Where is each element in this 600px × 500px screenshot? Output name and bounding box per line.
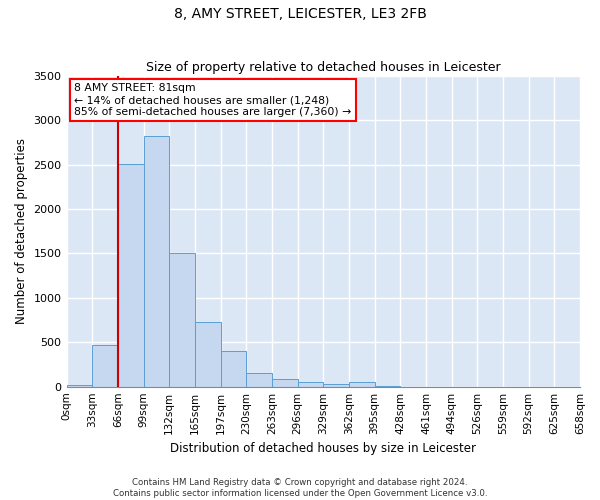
- Bar: [195, 322, 221, 386]
- Bar: [221, 351, 246, 386]
- Bar: [143, 136, 169, 386]
- Bar: [323, 384, 349, 386]
- Text: 8 AMY STREET: 81sqm
← 14% of detached houses are smaller (1,248)
85% of semi-det: 8 AMY STREET: 81sqm ← 14% of detached ho…: [74, 84, 352, 116]
- Bar: [169, 252, 195, 386]
- X-axis label: Distribution of detached houses by size in Leicester: Distribution of detached houses by size …: [170, 442, 476, 455]
- Bar: [349, 382, 374, 386]
- Bar: [246, 373, 272, 386]
- Bar: [272, 378, 298, 386]
- Text: 8, AMY STREET, LEICESTER, LE3 2FB: 8, AMY STREET, LEICESTER, LE3 2FB: [173, 8, 427, 22]
- Bar: [118, 164, 143, 386]
- Bar: [298, 382, 323, 386]
- Bar: [67, 385, 92, 386]
- Text: Contains HM Land Registry data © Crown copyright and database right 2024.
Contai: Contains HM Land Registry data © Crown c…: [113, 478, 487, 498]
- Title: Size of property relative to detached houses in Leicester: Size of property relative to detached ho…: [146, 62, 500, 74]
- Y-axis label: Number of detached properties: Number of detached properties: [15, 138, 28, 324]
- Bar: [92, 345, 118, 387]
